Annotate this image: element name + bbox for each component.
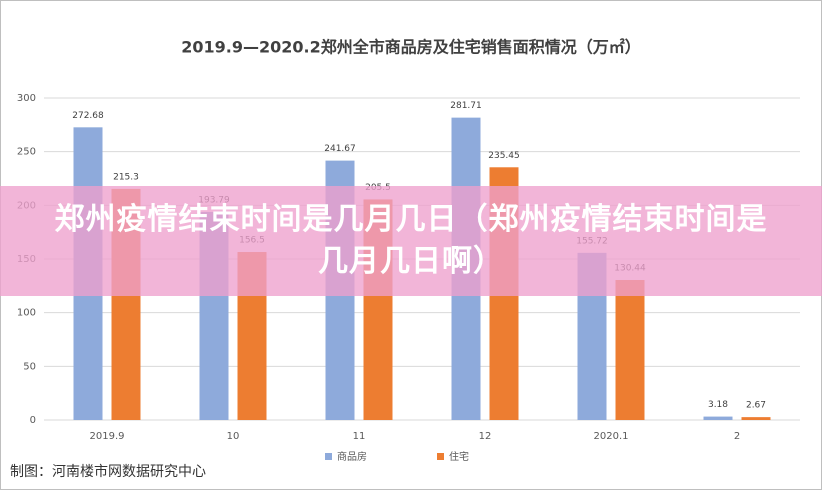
y-tick-label: 250 <box>17 147 36 158</box>
value-label: 272.68 <box>72 111 104 121</box>
x-tick-label: 2020.1 <box>594 431 629 442</box>
overlay-title: 郑州疫情结束时间是几月几日（郑州疫情结束时间是几月几日啊） <box>54 202 768 279</box>
x-tick-label: 2019.9 <box>90 431 125 442</box>
x-tick-label: 12 <box>479 431 492 442</box>
overlay-banner: 郑州疫情结束时间是几月几日（郑州疫情结束时间是几月几日啊） <box>0 186 822 296</box>
value-label: 235.45 <box>488 151 520 161</box>
y-tick-label: 100 <box>17 308 36 319</box>
bar <box>615 279 645 420</box>
legend-label: 商品房 <box>337 450 367 463</box>
y-tick-label: 300 <box>17 93 36 104</box>
bar <box>741 417 771 420</box>
value-label: 2.67 <box>746 401 766 411</box>
credit: 制图：河南楼市网数据研究中心 <box>10 463 206 480</box>
value-label: 281.71 <box>450 101 482 111</box>
legend-label: 住宅 <box>449 450 469 463</box>
value-label: 215.3 <box>113 172 139 182</box>
value-label: 3.18 <box>708 400 728 410</box>
x-tick-label: 2 <box>734 431 740 442</box>
x-tick-label: 10 <box>227 431 240 442</box>
x-tick-label: 11 <box>353 431 366 442</box>
y-tick-label: 50 <box>23 361 36 372</box>
legend-swatch <box>437 453 444 460</box>
bar <box>703 416 733 420</box>
chart-title: 2019.9—2020.2郑州全市商品房及住宅销售面积情况（万㎡） <box>181 38 641 57</box>
value-label: 241.67 <box>324 144 356 154</box>
legend-swatch <box>325 453 332 460</box>
y-tick-label: 0 <box>30 415 36 426</box>
